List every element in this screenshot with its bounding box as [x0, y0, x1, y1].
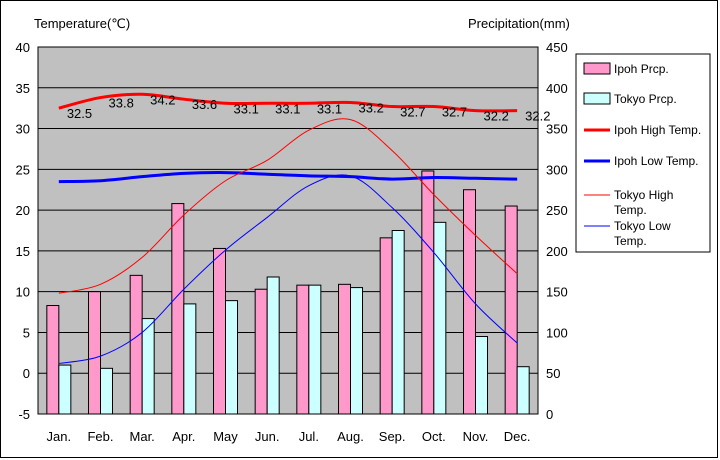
legend-box	[575, 53, 711, 253]
left-tick-label: 0	[23, 366, 30, 381]
legend-swatch-tokyo-prcp	[583, 92, 611, 105]
right-tick-label: 100	[546, 325, 568, 340]
bar-tokyo-prcp	[225, 300, 238, 415]
left-tick-label: 15	[16, 244, 30, 259]
bar-tokyo-prcp	[308, 284, 322, 415]
x-tick-label: Oct.	[422, 429, 446, 444]
data-label-ipoh-high: 32.2	[484, 109, 509, 124]
right-tick-label: 250	[546, 203, 568, 218]
x-tick-label: Dec.	[504, 429, 531, 444]
bar-tokyo-prcp	[433, 221, 447, 415]
legend-swatch-ipoh-prcp	[583, 62, 611, 75]
right-tick-label: 0	[546, 407, 553, 422]
data-label-ipoh-high: 32.7	[442, 105, 467, 120]
legend-label-ipoh-high: Ipoh High Temp.	[614, 123, 701, 137]
left-tick-label: 30	[16, 122, 30, 137]
x-tick-label: Mar.	[130, 429, 155, 444]
bar-tokyo-prcp	[350, 287, 363, 415]
bar-tokyo-prcp	[391, 230, 405, 415]
bar-ipoh-prcp	[296, 284, 310, 415]
data-label-ipoh-high: 34.2	[150, 92, 175, 107]
bar-tokyo-prcp	[183, 303, 197, 415]
right-tick-label: 300	[546, 162, 568, 177]
bar-tokyo-prcp	[141, 318, 155, 415]
bar-ipoh-prcp	[213, 247, 226, 415]
left-tick-label: 20	[16, 203, 30, 218]
bar-tokyo-prcp	[58, 364, 72, 415]
bar-ipoh-prcp	[171, 203, 185, 415]
left-axis-label: Temperature(℃)	[34, 16, 130, 31]
x-tick-label: May	[213, 429, 238, 444]
temperature-lines	[58, 92, 518, 364]
bar-ipoh-prcp	[88, 291, 101, 415]
x-tick-label: Jul.	[299, 429, 319, 444]
data-label-ipoh-high: 33.2	[359, 100, 384, 115]
data-label-ipoh-high: 33.8	[109, 96, 134, 111]
left-tick-label: 25	[16, 162, 30, 177]
bar-ipoh-prcp	[46, 305, 60, 415]
bar-tokyo-prcp	[100, 367, 113, 415]
ipoh-high-line	[58, 92, 518, 113]
legend-label-tokyo-low-2: Temp.	[614, 234, 647, 248]
bar-ipoh-prcp	[421, 170, 435, 415]
left-tick-label: 5	[23, 325, 30, 340]
data-label-ipoh-high: 33.6	[192, 97, 217, 112]
bar-ipoh-prcp	[379, 237, 393, 415]
data-label-ipoh-high: 32.5	[67, 106, 92, 121]
left-tick-label: 10	[16, 285, 30, 300]
gridlines	[38, 87, 538, 374]
right-tick-label: 400	[546, 81, 568, 96]
left-tick-label: -5	[18, 407, 30, 422]
axis-ticks: -505101520253035400501001502002503003504…	[16, 40, 568, 444]
legend-label-tokyo-low-1: Tokyo Low	[614, 219, 671, 233]
bar-ipoh-prcp	[504, 205, 518, 415]
bar-ipoh-prcp	[463, 189, 476, 415]
x-tick-label: Aug.	[337, 429, 364, 444]
legend-label-tokyo-prcp: Tokyo Prcp.	[614, 92, 677, 106]
data-label-ipoh-high: 33.1	[275, 101, 300, 116]
x-tick-label: Sep.	[379, 429, 406, 444]
right-tick-label: 150	[546, 285, 568, 300]
bar-tokyo-prcp	[475, 336, 488, 415]
data-label-ipoh-high: 33.1	[234, 101, 259, 116]
right-axis-label: Precipitation(mm)	[468, 16, 570, 31]
right-tick-label: 50	[546, 366, 560, 381]
data-label-ipoh-high: 33.1	[317, 101, 342, 116]
right-tick-label: 200	[546, 244, 568, 259]
bar-ipoh-prcp	[338, 283, 351, 415]
x-tick-label: Apr.	[172, 429, 195, 444]
data-labels: 32.5 33.8 34.2 33.6 33.1 33.1 33.1 33.2 32.7 32.7…	[67, 92, 551, 123]
data-label-ipoh-high: 32.7	[400, 105, 425, 120]
legend-label-tokyo-high-2: Temp.	[614, 203, 647, 217]
tokyo-low-line	[58, 174, 518, 364]
right-tick-label: 450	[546, 40, 568, 55]
x-tick-label: Feb.	[87, 429, 113, 444]
bar-ipoh-prcp	[129, 274, 143, 415]
left-tick-label: 35	[16, 81, 30, 96]
left-tick-label: 40	[16, 40, 30, 55]
legend: Ipoh Prcp. Tokyo Prcp. Ipoh High Temp. I…	[575, 53, 711, 253]
bar-tokyo-prcp	[266, 276, 280, 415]
x-tick-label: Jan.	[47, 429, 72, 444]
bar-ipoh-prcp	[254, 288, 268, 415]
precipitation-bars	[46, 170, 530, 415]
x-tick-label: Nov.	[463, 429, 489, 444]
x-tick-label: Jun.	[255, 429, 280, 444]
bar-tokyo-prcp	[516, 366, 530, 415]
legend-label-ipoh-prcp: Ipoh Prcp.	[614, 62, 669, 76]
legend-label-tokyo-high-1: Tokyo High	[614, 188, 673, 202]
ipoh-low-line	[58, 171, 518, 184]
legend-label-ipoh-low: Ipoh Low Temp.	[614, 154, 699, 168]
tokyo-high-line	[58, 118, 518, 294]
right-tick-label: 350	[546, 122, 568, 137]
data-label-ipoh-high: 32.2	[525, 109, 550, 124]
